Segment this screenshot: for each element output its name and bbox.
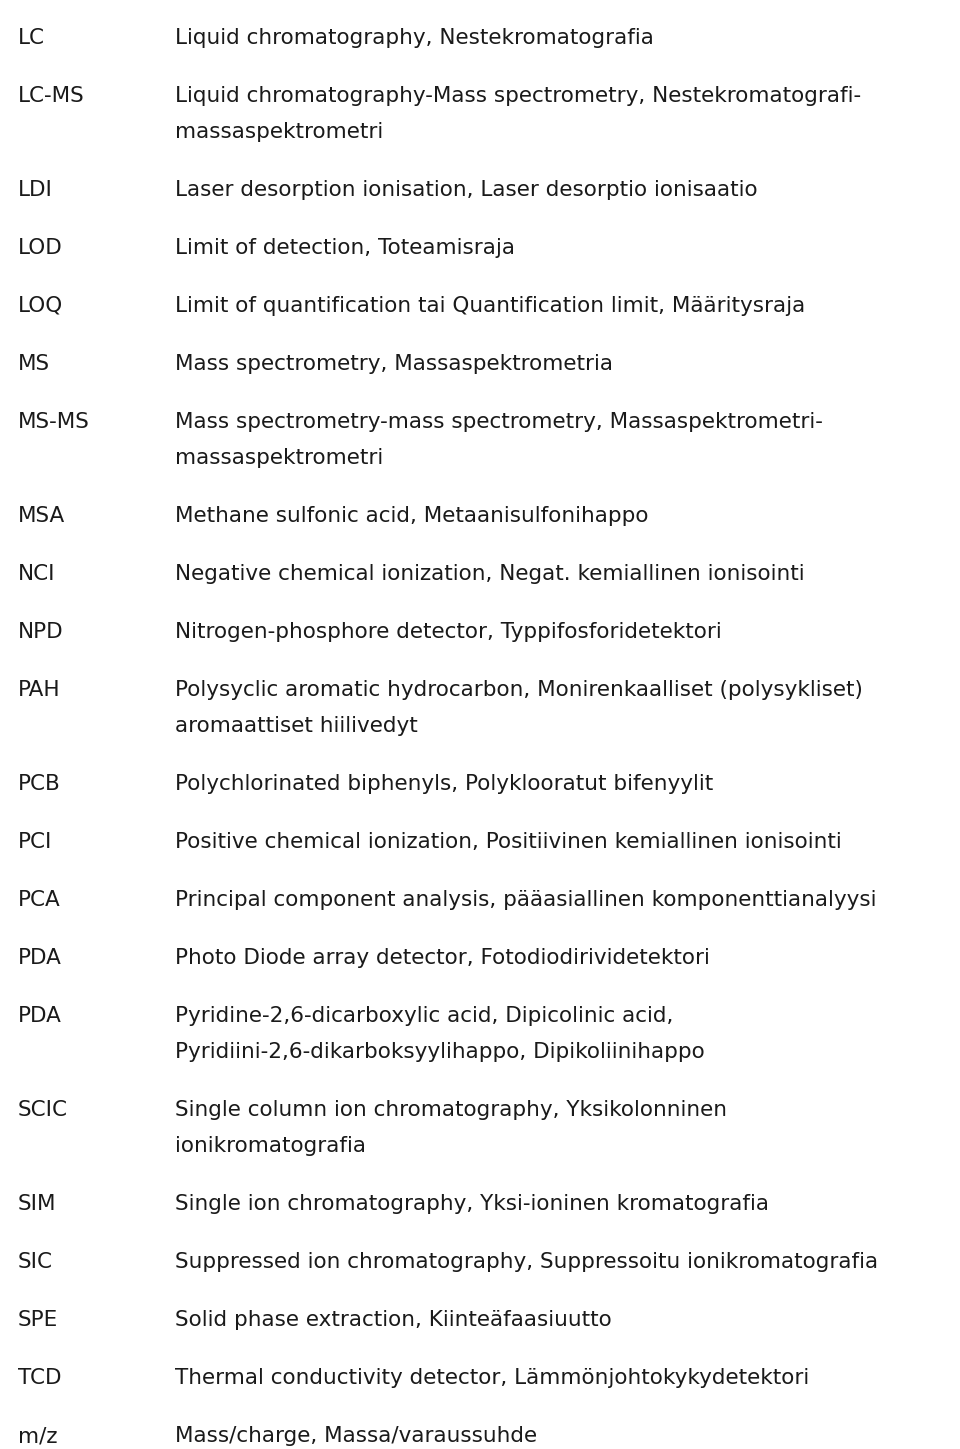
Text: aromaattiset hiilivedyt: aromaattiset hiilivedyt [175,716,418,736]
Text: MS-MS: MS-MS [18,412,90,432]
Text: Positive chemical ionization, Positiivinen kemiallinen ionisointi: Positive chemical ionization, Positiivin… [175,832,842,852]
Text: TCD: TCD [18,1368,61,1388]
Text: PDA: PDA [18,1006,61,1026]
Text: Nitrogen-phosphore detector, Typpifosforidetektori: Nitrogen-phosphore detector, Typpifosfor… [175,622,722,642]
Text: Methane sulfonic acid, Metaanisulfonihappo: Methane sulfonic acid, Metaanisulfonihap… [175,506,649,526]
Text: LC-MS: LC-MS [18,85,84,106]
Text: Polysyclic aromatic hydrocarbon, Monirenkaalliset (polysykliset): Polysyclic aromatic hydrocarbon, Moniren… [175,680,863,700]
Text: LOQ: LOQ [18,296,63,316]
Text: Pyridine-2,6-dicarboxylic acid, Dipicolinic acid,: Pyridine-2,6-dicarboxylic acid, Dipicoli… [175,1006,673,1026]
Text: MS: MS [18,354,50,374]
Text: LDI: LDI [18,180,53,200]
Text: Laser desorption ionisation, Laser desorptio ionisaatio: Laser desorption ionisation, Laser desor… [175,180,757,200]
Text: Polychlorinated biphenyls, Polyklooratut bifenyylit: Polychlorinated biphenyls, Polyklooratut… [175,774,713,794]
Text: Mass spectrometry-mass spectrometry, Massaspektrometri-: Mass spectrometry-mass spectrometry, Mas… [175,412,823,432]
Text: LC: LC [18,28,45,48]
Text: NPD: NPD [18,622,63,642]
Text: LOD: LOD [18,238,62,258]
Text: NCI: NCI [18,564,56,584]
Text: Solid phase extraction, Kiinteäfaasiuutto: Solid phase extraction, Kiinteäfaasiuutt… [175,1310,612,1330]
Text: Negative chemical ionization, Negat. kemiallinen ionisointi: Negative chemical ionization, Negat. kem… [175,564,804,584]
Text: Limit of detection, Toteamisraja: Limit of detection, Toteamisraja [175,238,515,258]
Text: MSA: MSA [18,506,65,526]
Text: PAH: PAH [18,680,60,700]
Text: SIC: SIC [18,1252,53,1272]
Text: SPE: SPE [18,1310,59,1330]
Text: Liquid chromatography-Mass spectrometry, Nestekromatografi-: Liquid chromatography-Mass spectrometry,… [175,85,861,106]
Text: Photo Diode array detector, Fotodiodirividetektori: Photo Diode array detector, Fotodiodiriv… [175,948,709,968]
Text: Suppressed ion chromatography, Suppressoitu ionikromatografia: Suppressed ion chromatography, Suppresso… [175,1252,878,1272]
Text: Principal component analysis, pääasiallinen komponenttianalyysi: Principal component analysis, pääasialli… [175,890,876,910]
Text: Single column ion chromatography, Yksikolonninen: Single column ion chromatography, Yksiko… [175,1100,727,1120]
Text: SCIC: SCIC [18,1100,68,1120]
Text: Pyridiini-2,6-dikarboksyylihappo, Dipikoliinihappo: Pyridiini-2,6-dikarboksyylihappo, Dipiko… [175,1042,705,1062]
Text: Limit of quantification tai Quantification limit, Määritysraja: Limit of quantification tai Quantificati… [175,296,805,316]
Text: massaspektrometri: massaspektrometri [175,122,383,142]
Text: Liquid chromatography, Nestekromatografia: Liquid chromatography, Nestekromatografi… [175,28,654,48]
Text: Mass spectrometry, Massaspektrometria: Mass spectrometry, Massaspektrometria [175,354,613,374]
Text: Single ion chromatography, Yksi-ioninen kromatografia: Single ion chromatography, Yksi-ioninen … [175,1194,769,1214]
Text: Mass/charge, Massa/varaussuhde: Mass/charge, Massa/varaussuhde [175,1426,538,1446]
Text: PDA: PDA [18,948,61,968]
Text: PCA: PCA [18,890,60,910]
Text: PCI: PCI [18,832,53,852]
Text: SIM: SIM [18,1194,57,1214]
Text: ionikromatografia: ionikromatografia [175,1136,366,1156]
Text: Thermal conductivity detector, Lämmönjohtokykydetektori: Thermal conductivity detector, Lämmönjoh… [175,1368,809,1388]
Text: m/z: m/z [18,1426,58,1446]
Text: massaspektrometri: massaspektrometri [175,448,383,468]
Text: PCB: PCB [18,774,60,794]
